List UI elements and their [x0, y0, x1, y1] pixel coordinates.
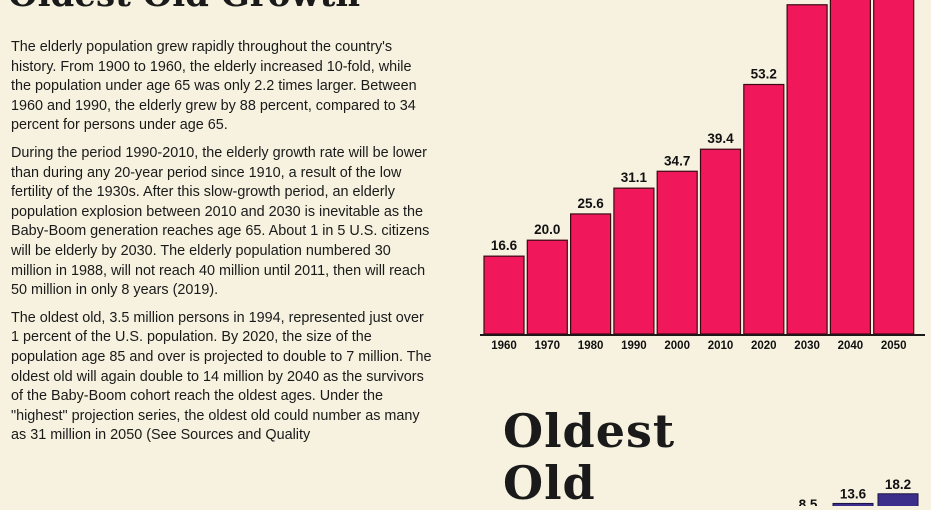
page-heading: Oldest Old Growth	[8, 0, 360, 12]
x-tick-label-1980: 1980	[578, 340, 604, 352]
article-text: The elderly population grew rapidly thro…	[11, 38, 435, 454]
x-tick-label-2000: 2000	[664, 340, 690, 352]
x-tick-label-2030: 2030	[794, 340, 820, 352]
elderly-population-bar-chart: 16.6 1960 20.0 1970 25.6 1980 31.1 1990 34.7 2000…	[480, 0, 925, 352]
paragraph-2: During the period 1990-2010, the elderly…	[11, 144, 430, 299]
data-label-2020: 53.2	[751, 66, 777, 81]
oldest-data-label-2050: 18.2	[885, 477, 911, 492]
bar-2030	[786, 4, 828, 335]
oldest-title-line-1: Oldest	[503, 404, 676, 458]
bar-1960	[483, 255, 525, 335]
oldest-bar-2050	[877, 493, 919, 506]
paragraph-3: The oldest old, 3.5 million persons in 1…	[11, 309, 432, 444]
bar-2010	[699, 148, 742, 335]
data-label-1970: 20.0	[534, 222, 560, 237]
x-tick-label-1970: 1970	[535, 340, 561, 352]
bar-1990	[613, 187, 655, 335]
oldest-old-bar-chart: 8.5 13.6 18.2	[799, 477, 919, 506]
data-label-2010: 39.4	[707, 131, 734, 146]
data-label-1990: 31.1	[621, 170, 648, 185]
bar-2040	[829, 0, 871, 335]
bar-1980	[569, 213, 612, 335]
bar-2000	[656, 170, 698, 335]
oldest-old-title: Oldest Old	[503, 405, 675, 509]
oldest-title-line-2: Old	[503, 456, 596, 510]
data-label-2000: 34.7	[664, 153, 690, 168]
bar-1970	[526, 239, 568, 335]
oldest-bar-2040	[832, 502, 874, 506]
x-tick-label-2040: 2040	[838, 340, 864, 352]
paragraph-1: The elderly population grew rapidly thro…	[11, 39, 417, 134]
data-label-1980: 25.6	[577, 196, 604, 211]
x-tick-label-2020: 2020	[751, 340, 777, 352]
oldest-data-label-2030: 8.5	[799, 497, 818, 506]
x-tick-label-2010: 2010	[708, 340, 734, 352]
bar-2050	[873, 0, 915, 335]
data-label-1960: 16.6	[491, 238, 518, 253]
oldest-data-label-2040: 13.6	[840, 486, 867, 501]
bar-2020	[743, 83, 785, 335]
x-tick-label-1960: 1960	[491, 340, 517, 352]
x-tick-label-1990: 1990	[621, 340, 647, 352]
x-tick-label-2050: 2050	[881, 340, 907, 352]
